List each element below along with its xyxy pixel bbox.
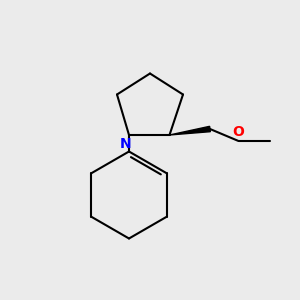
- Polygon shape: [169, 126, 210, 135]
- Text: N: N: [120, 137, 132, 152]
- Text: O: O: [232, 124, 244, 139]
